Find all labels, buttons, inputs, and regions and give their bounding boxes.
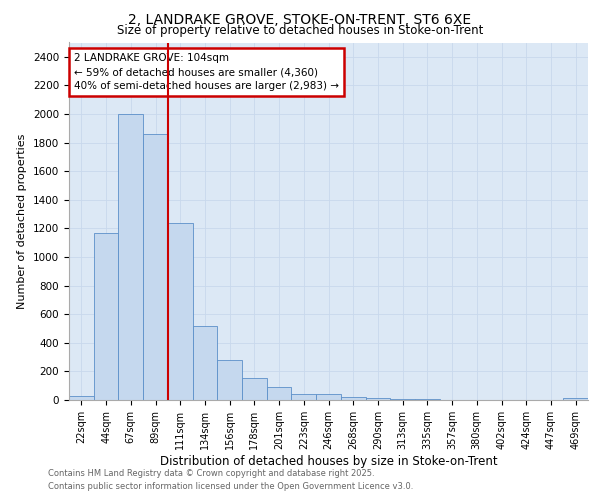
Text: Size of property relative to detached houses in Stoke-on-Trent: Size of property relative to detached ho… <box>117 24 483 37</box>
Bar <box>365 398 390 400</box>
Bar <box>168 222 193 400</box>
Bar <box>94 232 118 400</box>
Y-axis label: Number of detached properties: Number of detached properties <box>17 134 28 309</box>
Bar <box>193 326 217 400</box>
Bar <box>217 360 242 400</box>
Bar <box>69 396 94 400</box>
Bar <box>563 398 588 400</box>
Bar <box>118 114 143 400</box>
X-axis label: Distribution of detached houses by size in Stoke-on-Trent: Distribution of detached houses by size … <box>160 454 497 468</box>
Bar <box>316 394 341 400</box>
Bar <box>143 134 168 400</box>
Text: 2 LANDRAKE GROVE: 104sqm
← 59% of detached houses are smaller (4,360)
40% of sem: 2 LANDRAKE GROVE: 104sqm ← 59% of detach… <box>74 53 339 91</box>
Text: Contains public sector information licensed under the Open Government Licence v3: Contains public sector information licen… <box>48 482 413 491</box>
Text: Contains HM Land Registry data © Crown copyright and database right 2025.: Contains HM Land Registry data © Crown c… <box>48 468 374 477</box>
Bar <box>292 394 316 400</box>
Bar <box>341 397 365 400</box>
Text: 2, LANDRAKE GROVE, STOKE-ON-TRENT, ST6 6XE: 2, LANDRAKE GROVE, STOKE-ON-TRENT, ST6 6… <box>128 12 472 26</box>
Bar <box>242 378 267 400</box>
Bar <box>267 387 292 400</box>
